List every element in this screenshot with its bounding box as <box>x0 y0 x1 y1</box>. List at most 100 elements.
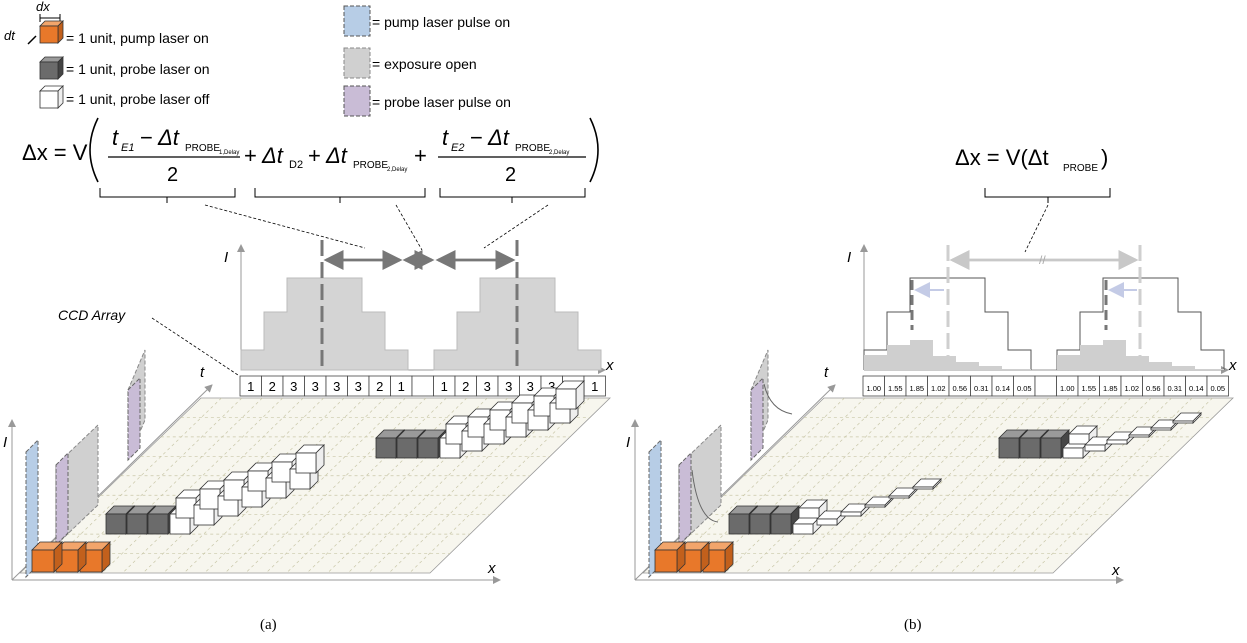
legend-dx-label: dx <box>36 0 50 14</box>
eq-a-plus-3: + <box>414 143 427 168</box>
legend-exposure-swatch <box>343 47 371 79</box>
eq-a-delta-t-2: Δt <box>325 143 348 168</box>
ccd-cell-value: 3 <box>333 379 340 394</box>
ccd-cell-value: 1.00 <box>1060 384 1075 393</box>
eq-a-delta-t-d2: Δt <box>261 143 284 168</box>
panel-b-hist-x-label: x <box>1228 357 1237 374</box>
ccd-cell-value: 1 <box>398 379 405 394</box>
off-cube <box>295 444 325 474</box>
eq-a-minus-2: − <box>470 125 483 150</box>
ccd-cell-value: 1.55 <box>888 384 903 393</box>
eq-a-probe1-subsub: 1,Delay <box>219 150 239 156</box>
eq-a-probe3-subsub: 2,Delay <box>549 150 569 156</box>
eq-a-denom-2: 2 <box>505 164 516 186</box>
ccd-cell-value: 3 <box>355 379 362 394</box>
ccd-cell-value: 0.31 <box>974 384 989 393</box>
ccd-cell-value: 1.85 <box>909 384 924 393</box>
legend-probe-off-cube-icon <box>39 85 64 109</box>
eq-a-minus-1: − <box>140 125 153 150</box>
pump-cube <box>31 541 63 573</box>
panel-a: I x // 1233332112333321 CCD Array I x <box>3 240 614 633</box>
legend-exposure-text: = exposure open <box>372 56 477 72</box>
ccd-cell-value: 0.56 <box>1146 384 1161 393</box>
legend-pump-pulse-text: = pump laser pulse on <box>372 14 510 30</box>
ccd-cell <box>1034 375 1057 397</box>
eq-a-plus-1: + <box>244 143 257 168</box>
panel-a-caption: (a) <box>260 617 277 633</box>
equation-b-close: ) <box>1101 145 1108 170</box>
ccd-cell-value: 2 <box>269 379 276 394</box>
equation-b-probe-sub: PROBE <box>1063 163 1098 174</box>
eq-a-delta-t-1: Δt <box>157 125 180 150</box>
eq-a-e1-sub: E1 <box>121 142 134 154</box>
panel-b-hist-I-label: I <box>847 249 851 266</box>
off-cube <box>912 478 942 490</box>
ccd-cell-value: 2 <box>376 379 383 394</box>
panel-a-3d-x-label: x <box>487 560 496 577</box>
ccd-cell-value: 1.00 <box>866 384 881 393</box>
ccd-cell-value: 0.05 <box>1017 384 1032 393</box>
equation-b-lhs: Δx = V(Δt <box>955 145 1049 170</box>
ccd-cell-value: 3 <box>505 379 512 394</box>
ccd-cell-value: 1 <box>441 379 448 394</box>
equation-a-lhs: Δx = V <box>22 140 88 165</box>
panel-b: I x // 1.00 1.55 1.85 1.02 0.56 0.31 0.14 0.05 1… <box>626 244 1237 633</box>
legend-dt-label: dt <box>4 28 16 43</box>
ccd-cell-value: 3 <box>548 379 555 394</box>
legend-probe-on-text: = 1 unit, probe laser on <box>66 61 210 77</box>
equation-a: Δx = V t E1 − Δt PROBE 1,Delay 2 + Δt D2… <box>22 117 599 251</box>
panel-a-probe-pulse-2 <box>127 376 141 462</box>
ccd-cell-value: 1.85 <box>1103 384 1118 393</box>
panel-b-probe-pulse-1 <box>678 451 692 547</box>
panel-b-3d-x-label: x <box>1111 562 1120 579</box>
ccd-cell-value: 0.31 <box>1167 384 1182 393</box>
ccd-cell <box>1206 375 1229 397</box>
ccd-cell-value: 3 <box>527 379 534 394</box>
pump-cube <box>654 541 686 573</box>
panel-a-3d-I-label: I <box>3 434 7 451</box>
ccd-cell-value: 1.55 <box>1081 384 1096 393</box>
off-cube <box>798 499 828 519</box>
legend-probe-pulse-swatch <box>343 85 371 117</box>
legend-probe-on-cube-icon <box>39 56 64 80</box>
ccd-cell-value: 1.02 <box>1124 384 1139 393</box>
ccd-cell-value: 0.14 <box>1189 384 1204 393</box>
panel-a-hist-I-label: I <box>224 249 228 266</box>
panel-b-cubes <box>654 412 1202 573</box>
eq-a-t-e1: t <box>112 125 119 150</box>
ccd-cell-value: 0.14 <box>995 384 1010 393</box>
legend-pump-pulse-swatch <box>343 5 371 37</box>
ccd-cell-value: 0.05 <box>1210 384 1225 393</box>
eq-a-probe2-subsub: 2,Delay <box>387 167 407 173</box>
ccd-cell-value: 3 <box>290 379 297 394</box>
ccd-cell-value: 2 <box>462 379 469 394</box>
on-cube <box>417 429 447 459</box>
panel-b-probe-pulse-2 <box>750 376 764 462</box>
legend-probe-off-text: = 1 unit, probe laser off <box>66 91 209 107</box>
eq-a-denom-1: 2 <box>167 164 178 186</box>
legend: dx dt = 1 unit, pump laser on = 1 unit, … <box>4 0 511 117</box>
ccd-cell-value: 1 <box>247 379 254 394</box>
ccd-cell-value: 1 <box>591 379 598 394</box>
off-cube <box>864 496 894 508</box>
eq-a-d2-sub: D2 <box>289 159 303 171</box>
panel-b-3d-I-label: I <box>626 434 630 451</box>
eq-a-t-e2: t <box>442 125 449 150</box>
panel-b-ccd-array: 1.00 1.55 1.85 1.02 0.56 0.31 0.14 0.05 1.00 1.55… <box>862 375 1229 397</box>
eq-a-delta-t-3: Δt <box>487 125 510 150</box>
eq-a-probe3-sub: PROBE <box>515 143 550 154</box>
eq-a-e2-sub: E2 <box>451 142 464 154</box>
panel-a-probe-pulse-1 <box>55 451 69 547</box>
off-cube <box>1172 412 1202 424</box>
ccd-cell-value: 1.02 <box>931 384 946 393</box>
ccd-cell <box>411 375 434 397</box>
eq-a-plus-2: + <box>308 143 321 168</box>
eq-a-probe2-sub: PROBE <box>353 160 388 171</box>
panel-a-ccd-label: CCD Array <box>58 307 126 323</box>
panel-b-caption: (b) <box>904 617 922 633</box>
eq-a-probe1-sub: PROBE <box>185 143 220 154</box>
legend-probe-pulse-text: = probe laser pulse on <box>372 94 511 110</box>
ccd-cell-value: 3 <box>484 379 491 394</box>
off-cube <box>555 380 585 410</box>
